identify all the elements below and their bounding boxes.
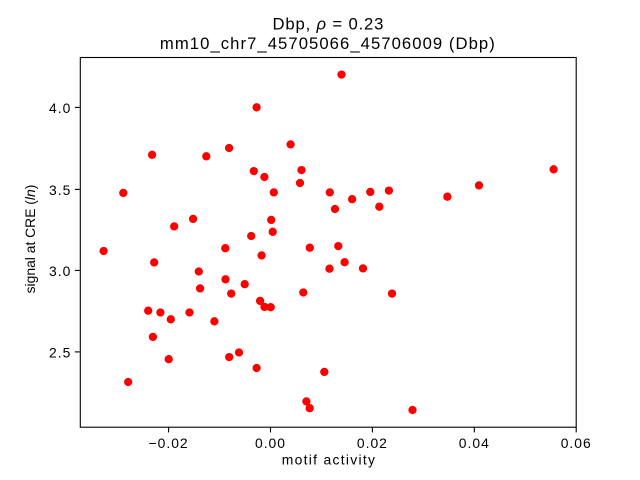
svg-text:0.06: 0.06 (561, 435, 592, 451)
svg-text:mm10_chr7_45705066_45706009 (D: mm10_chr7_45705066_45706009 (Dbp) (160, 34, 496, 53)
svg-text:2.5: 2.5 (49, 344, 71, 360)
svg-text:0.00: 0.00 (255, 435, 286, 451)
svg-text:Dbp, ρ = 0.23: Dbp, ρ = 0.23 (272, 14, 384, 33)
svg-text:0.04: 0.04 (459, 435, 490, 451)
svg-text:0.02: 0.02 (357, 435, 388, 451)
svg-text:−0.02: −0.02 (149, 435, 189, 451)
svg-text:4.0: 4.0 (49, 100, 71, 116)
svg-text:signal at CRE (ln): signal at CRE (ln) (22, 185, 38, 294)
svg-text:3.0: 3.0 (49, 263, 71, 279)
svg-text:motif activity: motif activity (282, 452, 377, 468)
svg-text:3.5: 3.5 (49, 182, 71, 198)
